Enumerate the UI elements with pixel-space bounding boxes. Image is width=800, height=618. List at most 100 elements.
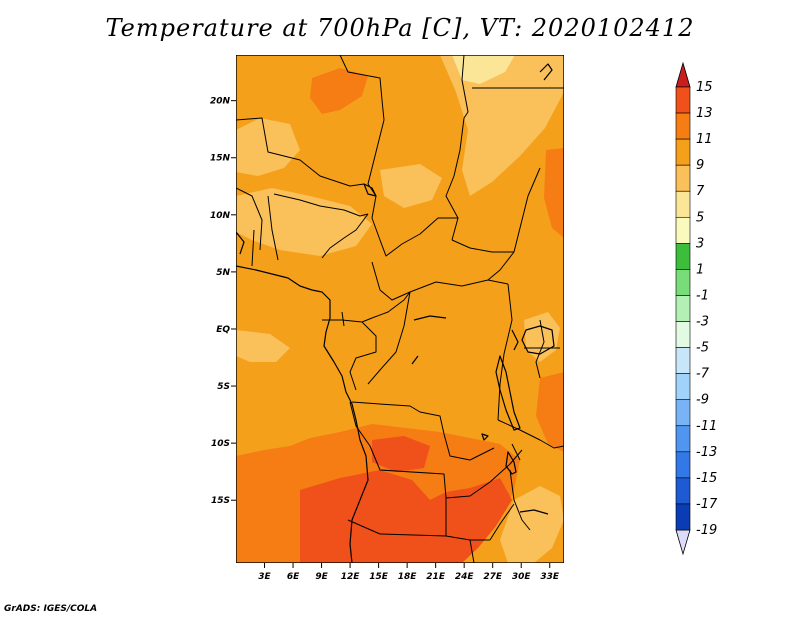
colorbar: 15 13 11 9 7 5 3 1 -1 -3 -5 -7 -9 -11 -13 -15 -17 -19 [675,61,718,556]
cool-zone-west-coast [236,330,290,362]
border-drc-angola-north [351,401,495,461]
colorbar-swatch [675,477,691,505]
colorbar-level-label: 5 [696,210,704,225]
colorbar-level-label: -9 [696,393,709,408]
lat-tick-label: 10N [210,211,231,221]
colorbar-swatch [675,269,691,296]
congo-river-lakes [411,315,447,365]
temperature-map [236,55,564,563]
border-east-africa-misc [511,347,560,461]
border-south-sudan-north [451,239,514,253]
lat-tick-label: 10S [211,439,230,449]
colorbar-swatch [675,321,691,348]
border-libya-egypt-sudan [461,55,469,119]
lon-tick-label: 18E [398,572,418,582]
border-zambia-zimbabwe [445,449,523,499]
colorbar-bottom-arrow [675,529,691,556]
colorbar-level-label: -5 [696,341,709,356]
colorbar-swatch [675,399,691,427]
border-benin-togo [251,195,279,267]
colorbar-swatch [675,451,691,479]
border-nigeria-cameroon [321,213,369,259]
west-african-coastline [236,265,369,563]
colorbar-swatch [675,347,691,374]
border-mali-niger [236,117,365,187]
border-cameroon-gabon [322,317,373,323]
lat-tick-label: 15N [210,154,231,164]
lon-tick-label: 27E [483,572,503,582]
lon-tick-label: 9E [315,572,328,582]
colorbar-swatch [675,164,691,192]
lake-chad [363,183,377,197]
grads-credit: GrADS: IGES/COLA [4,604,98,614]
colorbar-level-label: 3 [696,236,704,251]
border-burkina-ghana [236,187,263,251]
border-angola-namibia [347,519,490,541]
coolest-zone-northeast [452,55,515,84]
latitude-ticks: 20N 15N 10N 5N EQ 5S 10S 15S [210,97,236,506]
warm-zone-sahara [310,68,368,114]
lake-kariba [519,509,549,515]
lat-tick-label: 20N [210,97,231,107]
hot-zone-angola [372,436,430,472]
border-malawi [509,469,531,531]
colorbar-level-label: -11 [696,419,717,434]
hot-zone-southern-africa [300,470,512,563]
colorbar-level-label: -19 [696,523,717,538]
border-sudan-ethiopia [513,167,541,253]
colorbar-level-label: -15 [696,471,717,486]
colorbar-top-arrow [675,61,691,88]
warm-zone-east-coast [544,148,564,238]
border-chad-sudan [445,117,465,241]
lake-malawi [505,451,517,475]
lon-tick-label: 15E [369,572,389,582]
colorbar-swatch [675,190,691,218]
colorbar-swatch [675,86,691,114]
country-borders [236,55,564,563]
temperature-contours [236,55,564,563]
colorbar-swatch [675,373,691,401]
lon-tick-label: 6E [287,572,300,582]
longitude-ticks: 3E 6E 9E 12E 15E 18E 21E 24E 27E 30E 33E [258,563,560,582]
border-congo-drc [367,291,411,385]
colorbar-level-label: 15 [696,80,713,95]
lake-volta [236,231,245,255]
cool-zone-east-lakes [524,312,560,362]
lake-albert [511,329,519,351]
border-drc-east [497,283,513,421]
colorbar-swatch [675,503,691,531]
colorbar-level-label: 9 [696,158,704,173]
cool-zone-sahel [380,164,442,208]
colorbar-swatch [675,295,691,322]
colorbar-level-label: -13 [696,445,717,460]
lat-tick-label: 5S [217,382,230,392]
colorbar-swatch [675,216,691,244]
coastlines-and-lakes [236,63,555,563]
border-gabon-congo [341,311,377,391]
zambia-lakes [481,433,489,441]
colorbar-level-label: -3 [696,315,709,330]
lat-tick-label: 15S [211,496,230,506]
border-algeria-libya [339,55,385,121]
colorbar-swatch [675,243,691,270]
warm-zone-tanzania [536,372,564,452]
colorbar-level-label: 7 [696,184,705,199]
lon-tick-label: 21E [426,572,446,582]
red-sea-coast [539,63,553,81]
lake-tanganyika [495,355,521,431]
lon-tick-label: 33E [540,572,560,582]
map-title: Temperature at 700hPa [C], VT: 202010241… [105,14,695,42]
border-zimbabwe-mozambique [469,503,515,563]
border-cameroon-car [371,217,458,257]
colorbar-level-label: 13 [696,106,713,121]
lake-victoria [521,325,555,355]
border-uganda-kenya [535,319,545,379]
colorbar-level-label: 11 [696,132,713,147]
colorbar-level-label: -17 [696,497,718,512]
border-car-drc [371,261,509,301]
lon-tick-label: 24E [455,572,475,582]
border-south-sudan-uganda [487,251,515,281]
colorbar-level-label: -1 [696,288,709,303]
border-niger-chad [367,119,385,219]
